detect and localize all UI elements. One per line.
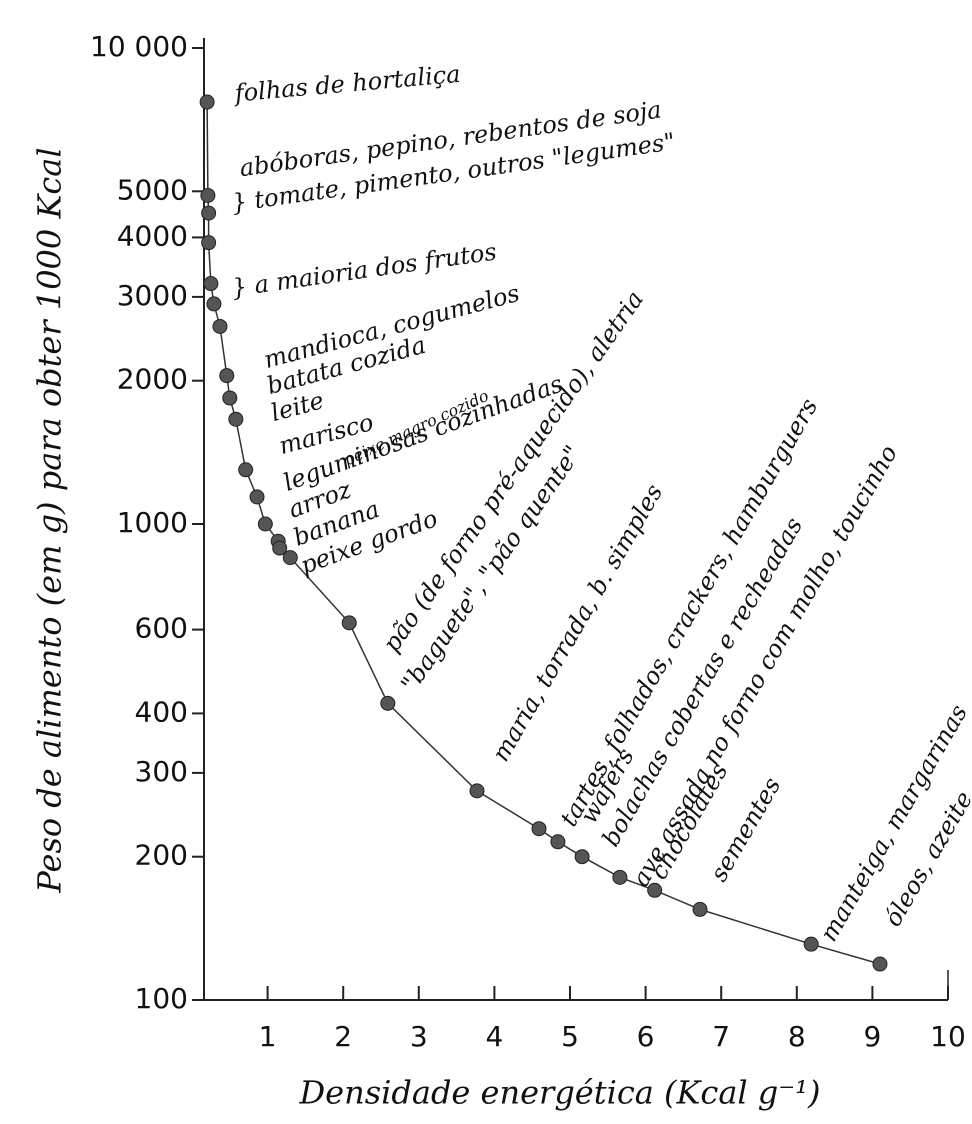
y-tick-label: 300 <box>135 755 188 788</box>
point <box>207 297 221 311</box>
point <box>223 391 237 405</box>
y-tick-label: 400 <box>135 695 188 728</box>
x-tick-label: 5 <box>561 1020 579 1053</box>
y-tick-label: 200 <box>135 839 188 872</box>
point <box>204 277 218 291</box>
point <box>381 696 395 710</box>
y-tick-label: 3000 <box>117 279 188 312</box>
x-tick-label: 6 <box>637 1020 655 1053</box>
y-tick-label: 100 <box>135 982 188 1015</box>
annotation: } a maioria dos frutos <box>230 237 498 302</box>
y-tick-label: 600 <box>135 612 188 645</box>
point <box>342 616 356 630</box>
point <box>693 902 707 916</box>
x-tick-label: 9 <box>863 1020 881 1053</box>
y-tick-label: 5000 <box>117 173 188 206</box>
y-tick-label: 2000 <box>117 363 188 396</box>
x-tick-label: 4 <box>485 1020 503 1053</box>
point <box>220 369 234 383</box>
point <box>873 957 887 971</box>
x-tick-label: 2 <box>334 1020 352 1053</box>
x-axis-title: Densidade energética (Kcal g⁻¹) <box>299 1074 821 1112</box>
chart: Densidade energética (Kcal g⁻¹) Peso de … <box>0 0 972 1124</box>
point <box>258 517 272 531</box>
point <box>613 870 627 884</box>
y-tick-label: 10 000 <box>90 30 188 63</box>
point <box>201 188 215 202</box>
point <box>213 319 227 333</box>
annotation: folhas de hortaliça <box>232 60 462 108</box>
point <box>202 236 216 250</box>
point <box>551 835 565 849</box>
point <box>532 822 546 836</box>
point <box>202 206 216 220</box>
point <box>200 95 214 109</box>
x-tick-label: 7 <box>712 1020 730 1053</box>
y-tick-label: 1000 <box>117 506 188 539</box>
point <box>283 551 297 565</box>
point <box>804 937 818 951</box>
x-tick-label: 3 <box>410 1020 428 1053</box>
point <box>229 412 243 426</box>
point <box>575 850 589 864</box>
x-tick-label: 8 <box>788 1020 806 1053</box>
y-axis-title: Peso de alimento (em g) para obter 1000 … <box>31 147 69 893</box>
point <box>239 463 253 477</box>
y-tick-label: 4000 <box>117 219 188 252</box>
point <box>470 784 484 798</box>
x-tick-label: 1 <box>259 1020 277 1053</box>
x-tick-label: 10 <box>930 1020 966 1053</box>
point <box>250 490 264 504</box>
